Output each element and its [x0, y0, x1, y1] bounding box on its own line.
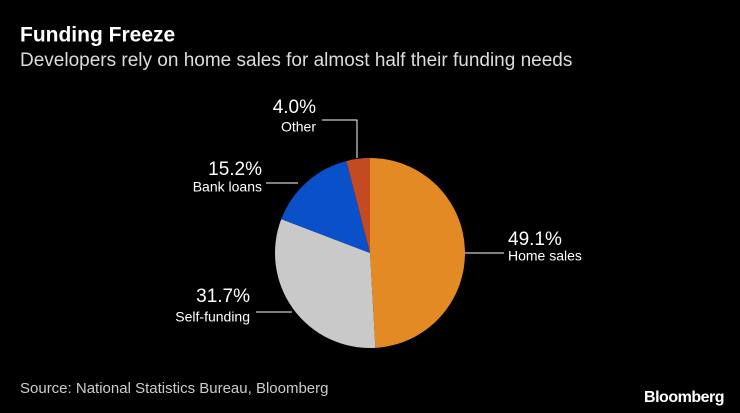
category-label: Other — [281, 119, 316, 135]
pie-slice — [281, 160, 370, 253]
brand-logo: Bloomberg — [644, 389, 724, 406]
category-label: Self-funding — [175, 309, 250, 325]
value-label: 31.7% — [196, 286, 250, 307]
value-label: 4.0% — [273, 97, 316, 118]
value-label: 15.2% — [208, 159, 262, 180]
pie-slice — [346, 158, 370, 253]
category-label: Bank loans — [193, 179, 262, 195]
category-label: Home sales — [508, 248, 582, 264]
value-label: 49.1% — [508, 229, 562, 250]
pie-slice — [370, 158, 466, 348]
chart-subtitle: Developers rely on home sales for almost… — [20, 50, 572, 71]
pie-slice — [274, 219, 376, 349]
chart-title: Funding Freeze — [20, 24, 175, 47]
leader-line — [322, 119, 358, 158]
source-note: Source: National Statistics Bureau, Bloo… — [20, 380, 329, 397]
